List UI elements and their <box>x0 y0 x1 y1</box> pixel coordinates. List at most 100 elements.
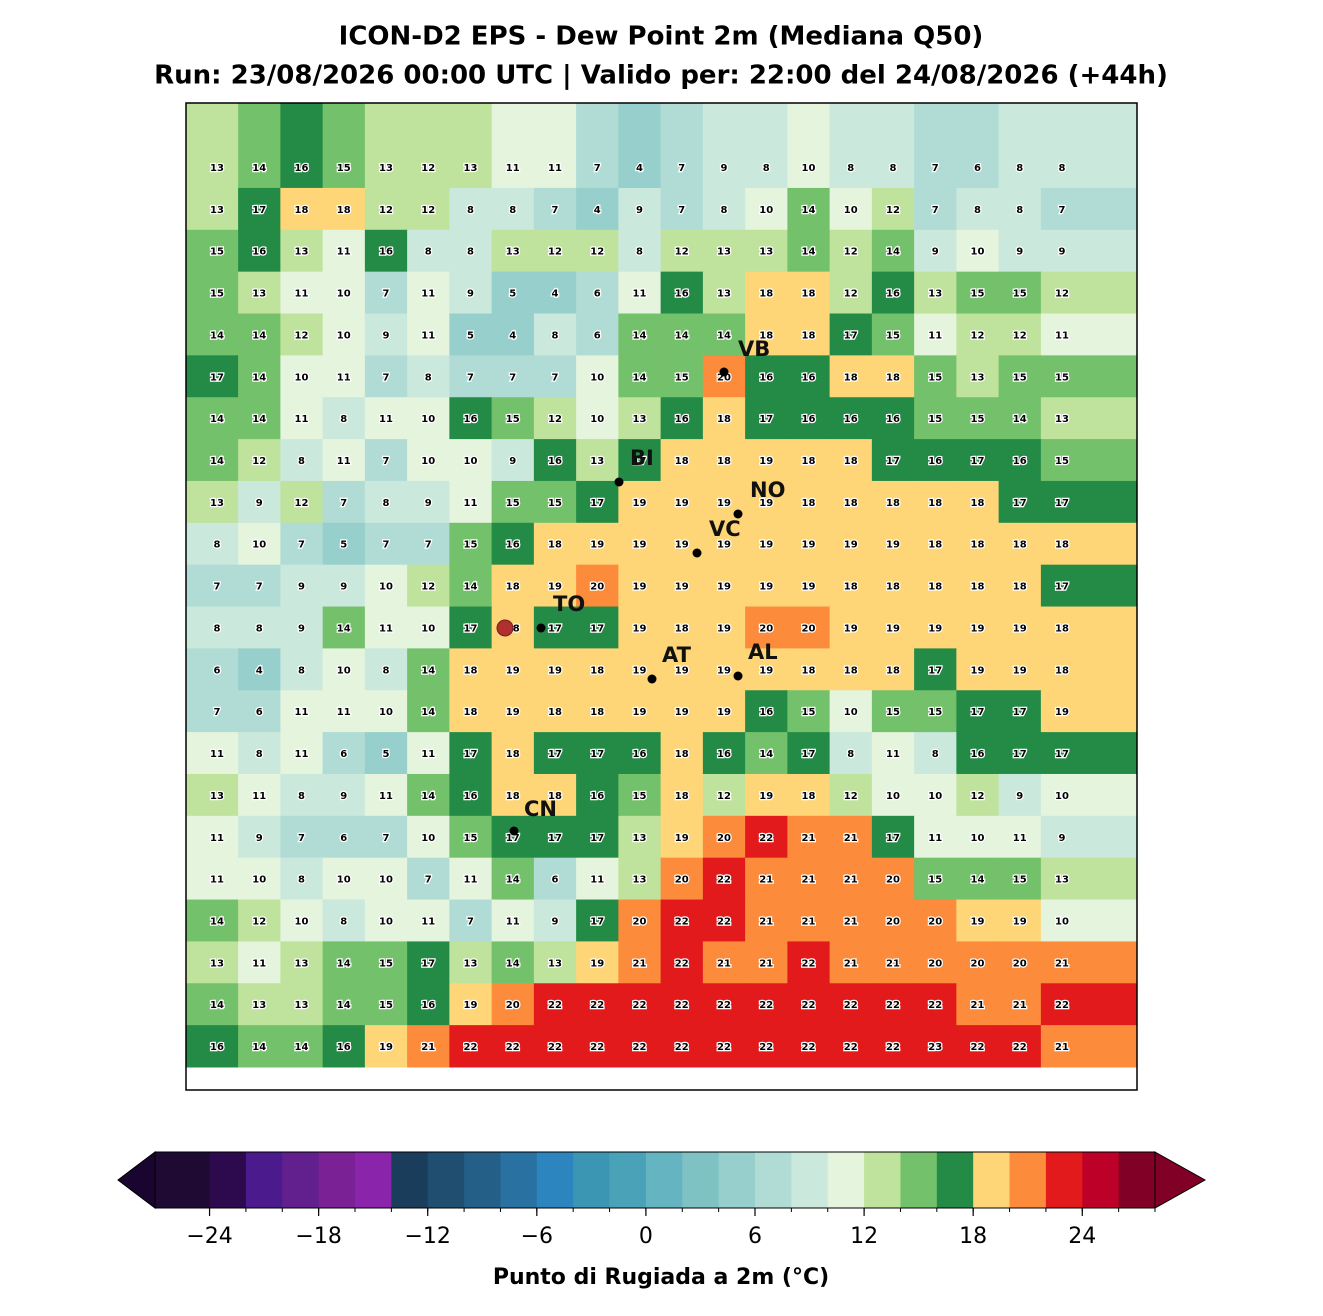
value-label: 22 <box>548 1000 562 1011</box>
value-label: 17 <box>590 749 604 760</box>
cell <box>702 648 746 691</box>
cell <box>491 773 535 817</box>
cell <box>702 522 746 566</box>
value-label: 19 <box>506 707 520 718</box>
value-label: 11 <box>252 791 266 802</box>
cell <box>491 857 535 901</box>
value-label: 16 <box>379 247 393 258</box>
cell <box>576 773 619 817</box>
value-label: 9 <box>721 163 728 174</box>
cell <box>322 229 366 273</box>
value-label: 7 <box>383 289 390 300</box>
value-label: 17 <box>548 623 562 634</box>
cell <box>829 480 873 524</box>
value-label: 14 <box>464 582 478 593</box>
cell <box>871 271 915 315</box>
cell <box>364 690 408 733</box>
value-label: 19 <box>633 707 647 718</box>
cell <box>322 732 366 775</box>
value-label: 14 <box>1013 414 1027 425</box>
cell <box>407 941 450 984</box>
value-label: 14 <box>717 330 731 341</box>
value-label: 14 <box>506 958 520 969</box>
city-label: NO <box>750 478 785 502</box>
value-label: 14 <box>210 414 224 425</box>
value-label: 8 <box>383 665 390 676</box>
value-label: 17 <box>971 707 985 718</box>
cell <box>914 271 957 315</box>
cell <box>280 857 324 901</box>
value-label: 16 <box>295 163 309 174</box>
colorbar-bin <box>973 1152 1011 1208</box>
cell <box>238 648 281 691</box>
value-label: 18 <box>337 205 351 216</box>
value-label: 8 <box>763 163 770 174</box>
value-label: 18 <box>928 498 942 509</box>
cell <box>576 229 619 273</box>
value-label: 13 <box>548 958 562 969</box>
cell <box>491 983 535 1026</box>
value-label: 10 <box>337 665 351 676</box>
cell <box>745 690 788 733</box>
value-label: 6 <box>594 289 601 300</box>
value-label: 9 <box>256 833 263 844</box>
cell <box>702 815 746 859</box>
value-label: 19 <box>717 498 731 509</box>
cell <box>364 941 408 984</box>
value-label: 7 <box>383 833 390 844</box>
value-label: 22 <box>633 1000 647 1011</box>
value-label: 17 <box>506 833 520 844</box>
value-label: 17 <box>928 665 942 676</box>
cell <box>533 648 577 691</box>
cell <box>618 229 662 273</box>
value-label: 13 <box>717 247 731 258</box>
value-label: 19 <box>759 498 773 509</box>
value-label: 16 <box>802 414 816 425</box>
city-dot <box>614 477 624 487</box>
cell <box>186 857 239 901</box>
cell <box>238 732 281 775</box>
cell <box>787 187 831 231</box>
colorbar-bin <box>827 1152 865 1208</box>
value-label: 8 <box>383 498 390 509</box>
value-label: 18 <box>886 498 900 509</box>
cell <box>280 355 324 398</box>
cell <box>364 732 408 775</box>
cell <box>449 899 493 942</box>
title: ICON-D2 EPS - Dew Point 2m (Mediana Q50) <box>339 22 984 52</box>
colorbar-bin <box>864 1152 901 1208</box>
colorbar-extend-low <box>117 1150 156 1210</box>
value-label: 8 <box>974 205 981 216</box>
cell <box>702 941 746 984</box>
cell <box>449 648 493 691</box>
cell <box>238 439 281 482</box>
cell <box>745 857 788 901</box>
cell <box>914 690 957 733</box>
value-label: 19 <box>590 958 604 969</box>
cell <box>1040 439 1138 482</box>
cell <box>745 229 788 273</box>
cell <box>914 1025 957 1068</box>
cell <box>660 732 704 775</box>
cell <box>998 857 1042 901</box>
cell <box>533 397 577 440</box>
cell <box>533 229 577 273</box>
value-label: 22 <box>802 1000 816 1011</box>
cell <box>956 103 1000 189</box>
cell <box>407 815 450 859</box>
value-label: 16 <box>464 791 478 802</box>
value-label: 8 <box>1059 163 1066 174</box>
value-label: 13 <box>252 1000 266 1011</box>
value-label: 18 <box>971 582 985 593</box>
cell <box>533 313 577 356</box>
value-label: 8 <box>890 163 897 174</box>
cell <box>491 397 535 440</box>
value-label: 19 <box>379 1042 393 1053</box>
value-label: 13 <box>633 414 647 425</box>
value-label: 8 <box>1016 163 1023 174</box>
cell <box>829 983 873 1026</box>
cell <box>407 690 450 733</box>
cell <box>491 313 535 356</box>
value-label: 21 <box>802 916 816 927</box>
cell <box>186 313 239 356</box>
